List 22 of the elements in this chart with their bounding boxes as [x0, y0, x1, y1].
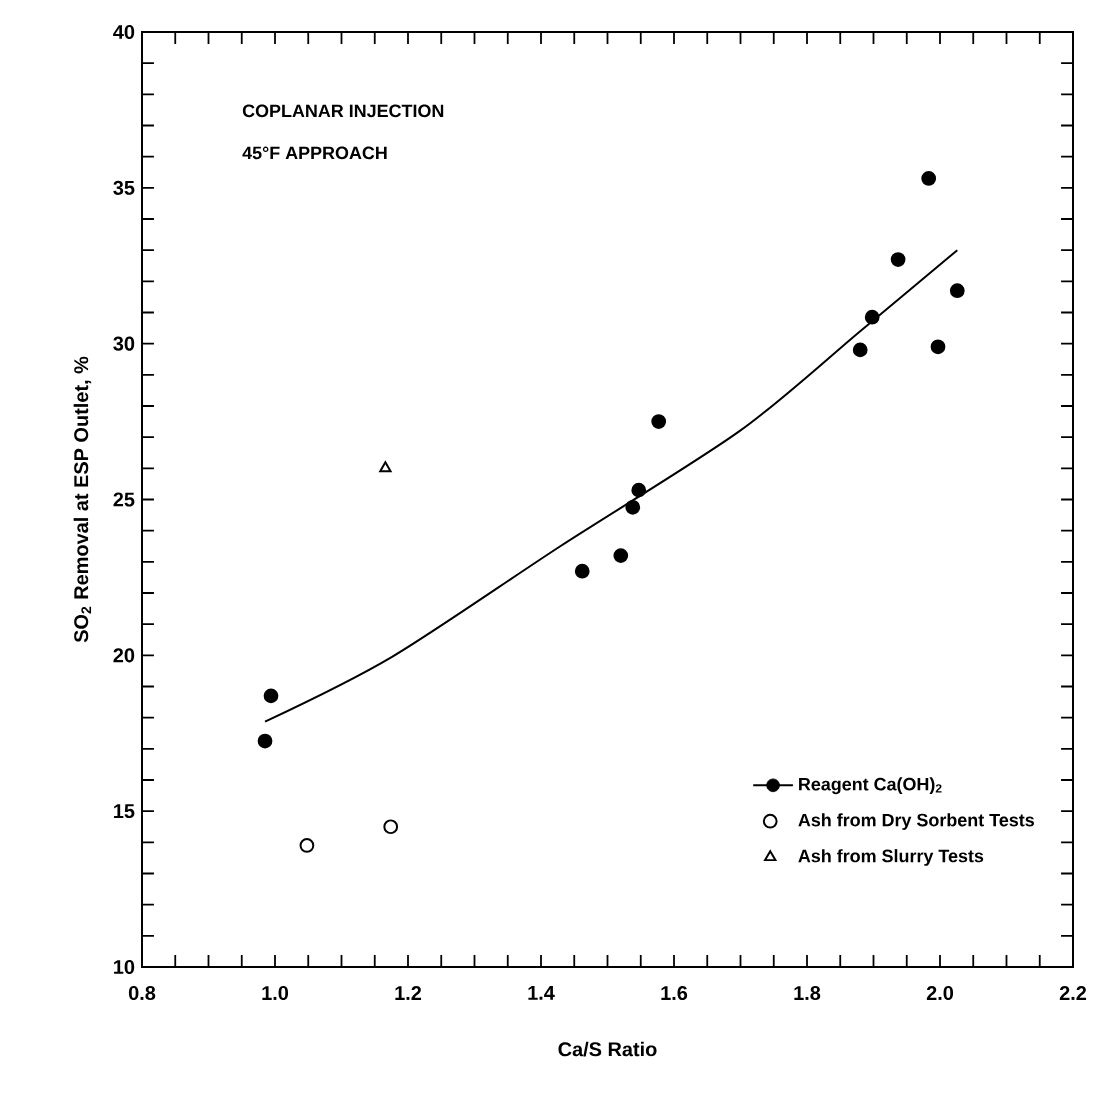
- y-axis-title: SO$_{2}$ Removal at ESP Outlet, %: [73, 356, 91, 643]
- x-axis-title: Ca/S Ratio: [558, 1041, 657, 1057]
- y-tick-label: 25: [113, 492, 135, 507]
- y-tick-label: 20: [113, 648, 134, 663]
- y-tick-label: 15: [113, 804, 135, 819]
- legend-label: Ash from Dry Sorbent Tests: [798, 813, 1034, 830]
- x-tick-label: 1.6: [661, 986, 687, 1001]
- annotation: COPLANAR INJECTION: [242, 104, 443, 118]
- x-tick-label: 1.4: [528, 985, 555, 1000]
- x-tick-label: 0.8: [128, 986, 155, 1001]
- legend-label: Ash from Slurry Tests: [798, 849, 983, 866]
- x-tick-label: 1.0: [262, 986, 288, 1001]
- x-tick-label: 2.2: [1059, 986, 1086, 1000]
- y-tick-label: 30: [113, 336, 134, 351]
- y-tick-label: 10: [113, 959, 134, 975]
- y-tick-label: 40: [112, 24, 134, 40]
- x-tick-label: 1.8: [794, 986, 820, 1001]
- annotation: 45°F APPROACH: [242, 146, 387, 160]
- legend-label: Reagent Ca(OH)$_{2}$: [798, 777, 942, 795]
- x-tick-label: 2.0: [926, 986, 953, 1001]
- y-tick-label: 35: [113, 180, 135, 195]
- x-tick-label: 1.2: [395, 986, 421, 1000]
